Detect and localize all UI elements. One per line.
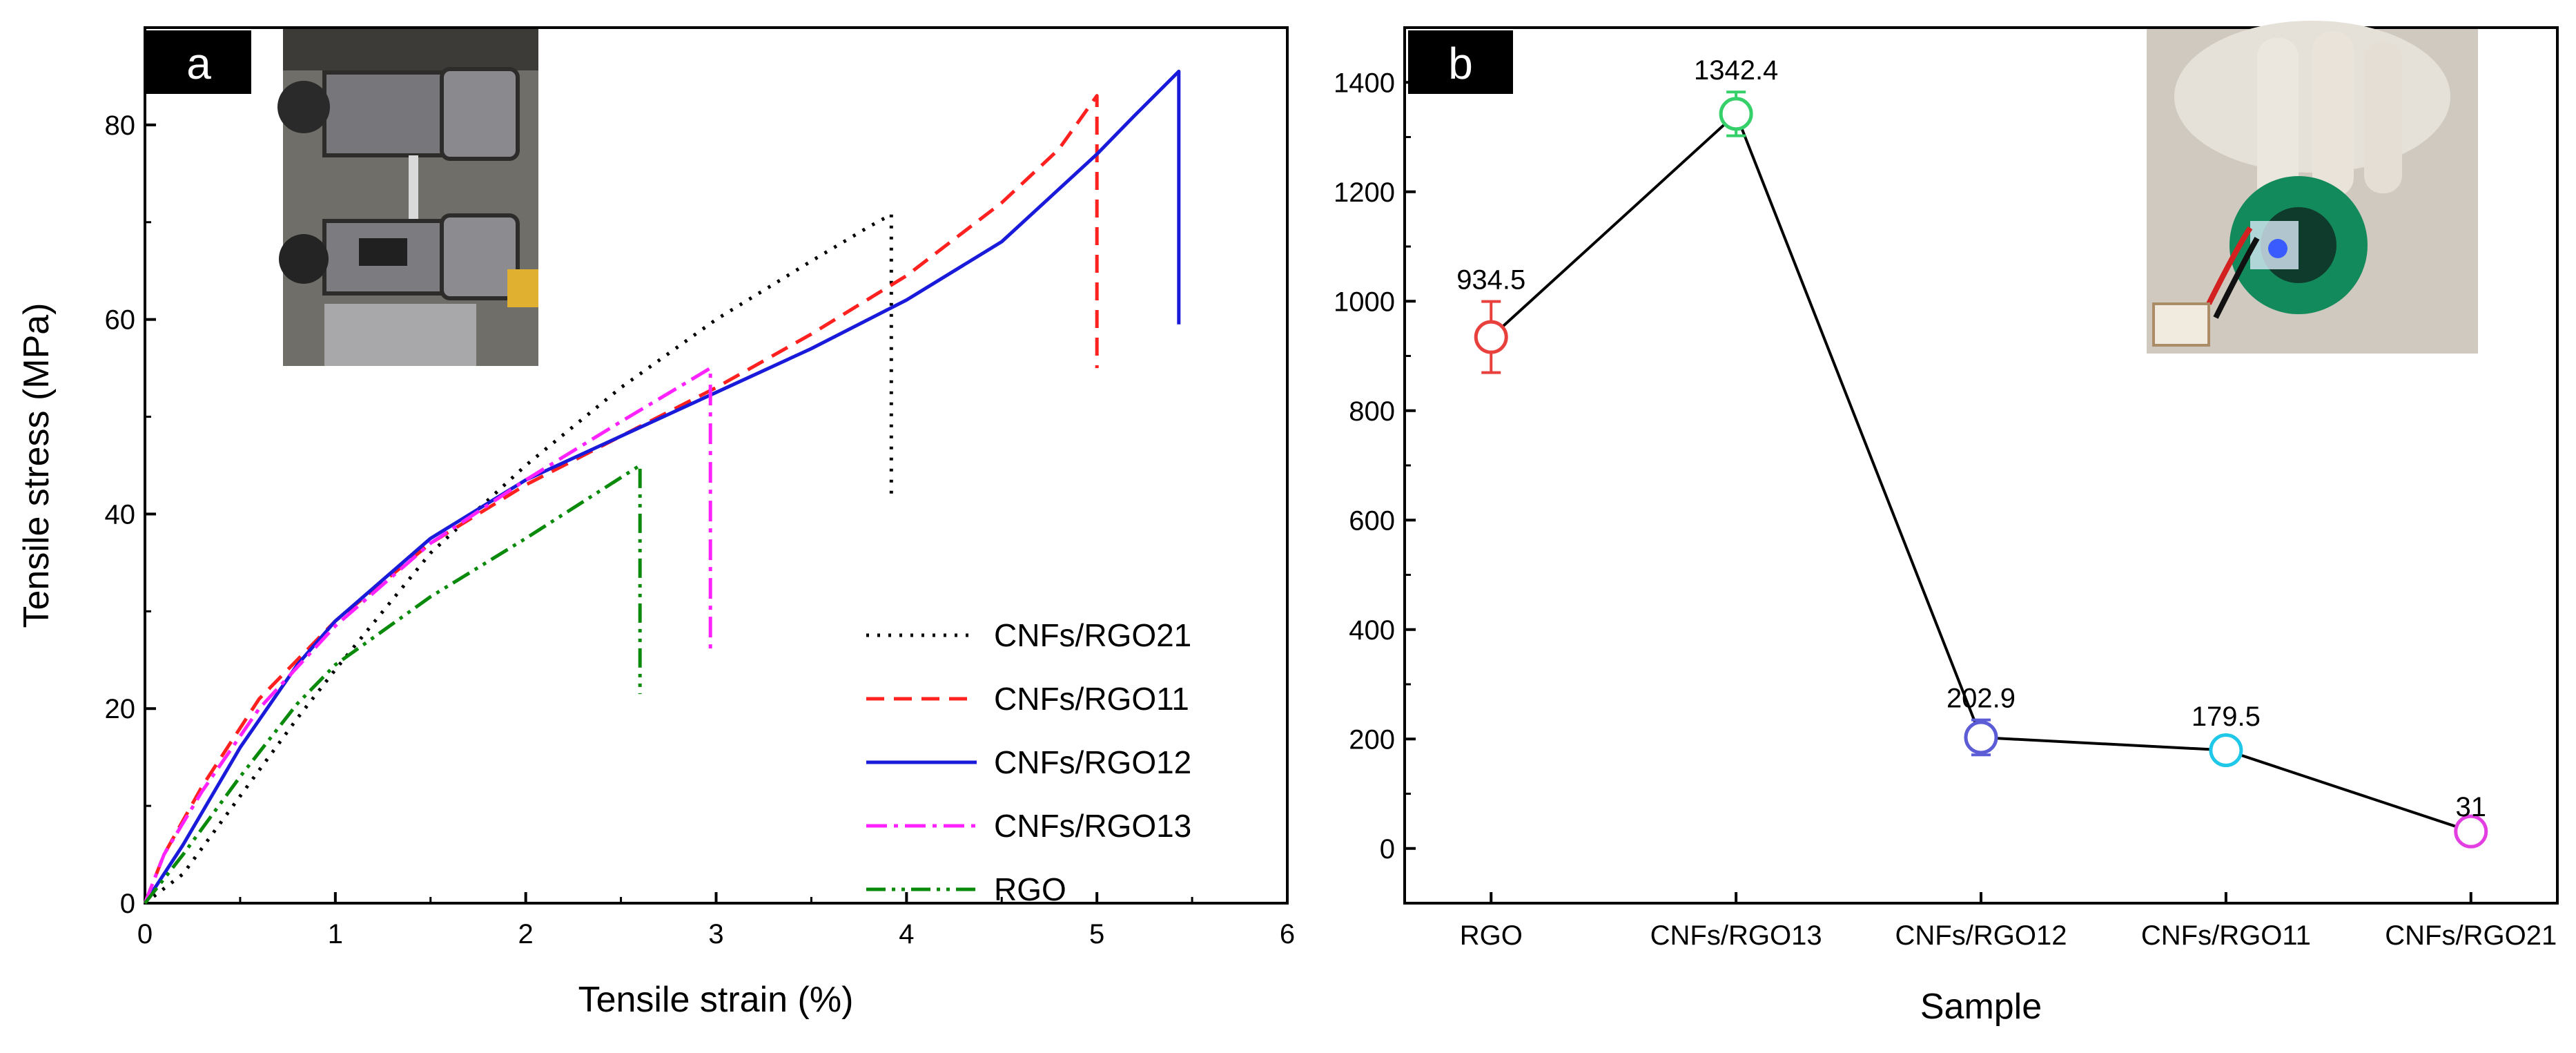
panel-a-y-tick-label: 0	[120, 889, 135, 919]
data-point-marker	[1964, 720, 1998, 755]
data-point-marker	[2454, 814, 2488, 849]
panel-a-y-tick-label: 40	[105, 499, 136, 530]
panel-a-y-axis-title: Tensile stress (MPa)	[17, 303, 57, 628]
panel-b-x-tick-label: CNFs/RGO12	[1895, 920, 2067, 951]
panel-b-data: 934.5 1342.4 202.9 179.5 31	[1456, 55, 2488, 849]
panel-a-x-tick-label: 5	[1089, 919, 1104, 949]
legend-label: CNFs/RGO12	[994, 744, 1191, 780]
panel-a-series	[143, 69, 1181, 905]
panel-b-y-tick-label: 0	[1380, 834, 1395, 864]
series-line-cnfs-rgo12	[143, 69, 1181, 905]
panel-b-x-tick-label: CNFs/RGO21	[2385, 920, 2557, 951]
panel-b-x-axis-title: Sample	[1920, 987, 2042, 1027]
panel-b-y-tick-label: 1200	[1334, 177, 1395, 208]
series-line-rgo	[144, 463, 642, 905]
panel-a-tag-bg	[146, 30, 251, 94]
panel-b: 0 200 400 600 800 1000 1200 1400 RGO CNFs/RGO13 C…	[1334, 21, 2559, 1027]
data-value-label: 1342.4	[1694, 55, 1778, 86]
data-point-marker	[1719, 97, 1753, 131]
panel-a-x-tick-label: 4	[899, 919, 914, 949]
legend-label: RGO	[994, 871, 1066, 907]
legend-label: CNFs/RGO11	[994, 681, 1189, 717]
panel-a-y-ticks: 0 20 40 60 80	[105, 110, 156, 919]
data-value-label: 31	[2456, 792, 2487, 822]
data-point-marker	[2209, 733, 2243, 767]
panel-b-y-tick-label: 800	[1349, 396, 1395, 427]
panel-b-x-tick-label: CNFs/RGO11	[2141, 920, 2311, 951]
panel-b-y-tick-label: 1000	[1334, 287, 1395, 317]
panel-b-tag: b	[1448, 39, 1473, 88]
panel-b-tag-bg	[1408, 30, 1513, 94]
panel-a-y-tick-label: 60	[105, 305, 136, 336]
panel-b-y-tick-label: 1400	[1334, 68, 1395, 98]
panel-b-y-tick-label: 200	[1349, 724, 1395, 755]
panel-b-y-tick-label: 600	[1349, 505, 1395, 536]
series-line-cnfs-rgo13	[143, 366, 712, 904]
legend-label: CNFs/RGO13	[994, 808, 1191, 844]
panel-a-x-tick-label: 3	[708, 919, 723, 949]
panel-b-y-tick-label: 400	[1349, 615, 1395, 646]
panel-b-inset-photo	[2147, 21, 2478, 354]
panel-b-x-ticks: RGO CNFs/RGO13 CNFs/RGO12 CNFs/RGO11 CNFs/RG…	[1460, 892, 2557, 951]
panel-a-tag: a	[186, 39, 211, 88]
panel-a: 0 20 40 60 80 0 1 2 3 4 5 6 Tensile strain (%) Ten…	[17, 26, 1295, 1020]
panel-a-x-tick-label: 6	[1280, 919, 1295, 949]
panel-b-y-ticks: 0 200 400 600 800 1000 1200 1400	[1334, 26, 1416, 864]
panel-a-y-tick-label: 20	[105, 694, 136, 724]
panel-a-inset-photo	[277, 29, 538, 366]
panel-a-x-tick-label: 1	[328, 919, 343, 949]
panel-b-x-tick-label: RGO	[1460, 920, 1523, 951]
panel-a-legend: CNFs/RGO21 CNFs/RGO11 CNFs/RGO12 CNFs/RGO13…	[866, 617, 1191, 907]
data-value-label: 179.5	[2192, 702, 2261, 732]
data-value-label: 202.9	[1946, 684, 2016, 714]
panel-a-x-tick-label: 2	[518, 919, 534, 949]
panel-a-x-ticks: 0 1 2 3 4 5 6	[137, 892, 1295, 949]
panel-a-x-tick-label: 0	[137, 919, 153, 949]
panel-b-x-tick-label: CNFs/RGO13	[1650, 920, 1822, 951]
data-value-label: 934.5	[1456, 265, 1525, 296]
data-point-marker	[1474, 320, 1508, 354]
panel-a-y-tick-label: 80	[105, 110, 136, 141]
panel-a-x-axis-title: Tensile strain (%)	[578, 980, 854, 1020]
legend-label: CNFs/RGO21	[994, 617, 1191, 653]
series-line-cnfs-rgo21	[144, 213, 893, 905]
